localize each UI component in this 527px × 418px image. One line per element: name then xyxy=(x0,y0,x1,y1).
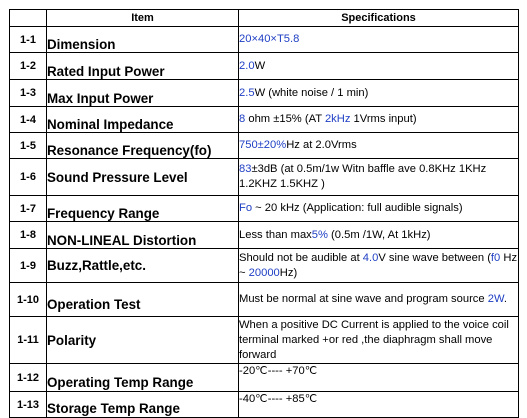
spec-text: 1Vrms input) xyxy=(350,113,417,125)
table-row: 1-7 Frequency Range Fo ~ 20 kHz (Applica… xyxy=(9,195,519,222)
row-number: 1-4 xyxy=(9,106,47,133)
spec-text: Less than max xyxy=(239,228,312,241)
row-number: 1-6 xyxy=(9,158,47,196)
spec-text: Hz at 2.0Vrms xyxy=(286,139,357,151)
row-spec: 83±3dB (at 0.5m/1w Witn baffle ave 0.8KH… xyxy=(238,158,519,196)
spec-value-highlight: 4.0 xyxy=(362,251,379,264)
spec-value-highlight: 2W xyxy=(487,293,504,305)
spec-text: ~ 20 kHz (Application: full audible sign… xyxy=(252,202,463,214)
spec-text: Hz ~ xyxy=(239,251,518,279)
spec-value-highlight: 20×40×T5.8 xyxy=(239,33,300,45)
row-number: 1-12 xyxy=(9,363,47,392)
row-item: Polarity xyxy=(46,316,239,364)
row-spec: -20℃---- +70℃ xyxy=(238,363,519,392)
row-number: 1-11 xyxy=(9,316,47,364)
spec-value-highlight: 2kHz xyxy=(324,113,351,125)
table-row: 1-8 NON-LINEAL Distortion Less than max5… xyxy=(9,221,519,249)
row-item: Dimension xyxy=(46,26,239,53)
row-spec: 20×40×T5.8 xyxy=(238,26,519,53)
row-spec: Fo ~ 20 kHz (Application: full audible s… xyxy=(238,195,519,222)
table-row: 1-6 Sound Pressure Level 83±3dB (at 0.5m… xyxy=(9,158,519,196)
row-spec: 2.0W xyxy=(238,52,519,80)
spec-text: -20℃---- +70℃ xyxy=(239,365,318,377)
row-number: 1-7 xyxy=(9,195,47,222)
table-row: 1-1 Dimension 20×40×T5.8 xyxy=(9,26,519,53)
spec-value-highlight: 5% xyxy=(311,228,328,241)
row-spec: 2.5W (white noise / 1 min) xyxy=(238,79,519,107)
spec-text: Must be normal at sine wave and program … xyxy=(239,293,488,305)
row-spec: Must be normal at sine wave and program … xyxy=(238,282,519,317)
spec-text: ±3dB (at 0.5m/1w Witn baffle ave 0.8KHz … xyxy=(239,163,487,190)
row-item: Sound Pressure Level xyxy=(46,158,239,196)
row-number: 1-10 xyxy=(9,282,47,317)
spec-value-highlight: 2.5 xyxy=(239,86,255,99)
spec-text: V sine wave between ( xyxy=(378,251,491,264)
header-item: Item xyxy=(46,9,239,27)
spec-value-highlight: f0 xyxy=(490,251,501,264)
spec-value-highlight: 83 xyxy=(239,163,252,175)
spec-text: W (white noise / 1 min) xyxy=(254,86,369,99)
spec-text: W xyxy=(254,59,266,72)
spec-value-highlight: Fo xyxy=(239,202,253,214)
row-item: Operation Test xyxy=(46,282,239,317)
table-row: 1-13 Storage Temp Range -40℃---- +85℃ xyxy=(9,391,519,418)
row-number: 1-9 xyxy=(9,248,47,283)
row-number: 1-5 xyxy=(9,132,47,159)
table-row: 1-9 Buzz,Rattle,etc. Should not be audib… xyxy=(9,248,519,283)
row-spec: Should not be audible at 4.0V sine wave … xyxy=(238,248,519,283)
spec-text: (0.5m /1W, At 1kHz) xyxy=(327,228,431,241)
row-spec: 750±20%Hz at 2.0Vrms xyxy=(238,132,519,159)
spec-value-highlight: 750±20% xyxy=(239,139,287,151)
table-row: 1-12 Operating Temp Range -20℃---- +70℃ xyxy=(9,363,519,392)
table-row: 1-10 Operation Test Must be normal at si… xyxy=(9,282,519,317)
table-header-row: Item Specifications xyxy=(9,9,519,27)
row-item: Max Input Power xyxy=(46,79,239,107)
table-row: 1-3 Max Input Power 2.5W (white noise / … xyxy=(9,79,519,107)
row-number: 1-8 xyxy=(9,221,47,249)
spec-text: Hz) xyxy=(279,266,298,279)
header-number-cell xyxy=(9,9,47,27)
spec-text: ohm ±15% (AT xyxy=(245,113,325,125)
row-spec: 8 ohm ±15% (AT 2kHz 1Vrms input) xyxy=(238,106,519,133)
row-item: Rated Input Power xyxy=(46,52,239,80)
table-row: 1-11 Polarity When a positive DC Current… xyxy=(9,316,519,364)
row-spec: -40℃---- +85℃ xyxy=(238,391,519,418)
header-specifications: Specifications xyxy=(238,9,519,27)
row-spec: Less than max5% (0.5m /1W, At 1kHz) xyxy=(238,221,519,249)
table-row: 1-4 Nominal Impedance 8 ohm ±15% (AT 2kH… xyxy=(9,106,519,133)
row-number: 1-2 xyxy=(9,52,47,80)
row-number: 1-1 xyxy=(9,26,47,53)
spec-text: . xyxy=(503,293,508,305)
spec-value-highlight: 8 xyxy=(239,113,246,125)
row-number: 1-3 xyxy=(9,79,47,107)
table-row: 1-5 Resonance Frequency(fo) 750±20%Hz at… xyxy=(9,132,519,159)
row-item: Nominal Impedance xyxy=(46,106,239,133)
row-item: Storage Temp Range xyxy=(46,391,239,418)
row-item: Resonance Frequency(fo) xyxy=(46,132,239,159)
table-row: 1-2 Rated Input Power 2.0W xyxy=(9,52,519,80)
row-item: Operating Temp Range xyxy=(46,363,239,392)
row-spec: When a positive DC Current is applied to… xyxy=(238,316,519,364)
spec-text: Should not be audible at xyxy=(239,251,363,264)
spec-value-highlight: 2.0 xyxy=(239,59,255,72)
row-item: Buzz,Rattle,etc. xyxy=(46,248,239,283)
specifications-table: Item Specifications 1-1 Dimension 20×40×… xyxy=(9,9,519,418)
row-number: 1-13 xyxy=(9,391,47,418)
spec-value-highlight: 20000 xyxy=(248,266,280,279)
row-item: Frequency Range xyxy=(46,195,239,222)
spec-text: When a positive DC Current is applied to… xyxy=(239,318,509,361)
spec-text: -40℃---- +85℃ xyxy=(239,393,318,405)
row-item: NON-LINEAL Distortion xyxy=(46,221,239,249)
